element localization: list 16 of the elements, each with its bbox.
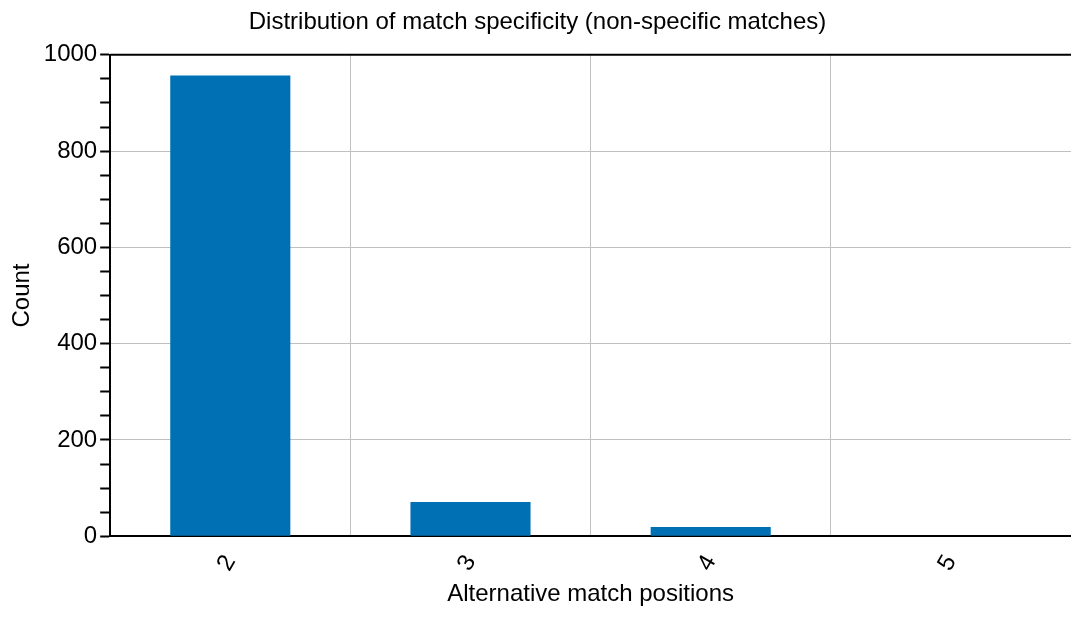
y-tick-label: 400: [57, 328, 98, 356]
x-tick-label: 5: [930, 549, 961, 575]
x-tick-label: 4: [690, 549, 721, 575]
x-tick-label: 2: [210, 549, 241, 575]
y-tick-label: 800: [57, 135, 98, 163]
y-axis-title: Count: [7, 263, 35, 328]
x-tick-label: 3: [450, 549, 481, 575]
y-tick-label: 1000: [43, 39, 98, 67]
bar: [650, 527, 771, 536]
bar: [410, 502, 531, 536]
x-axis-title: Alternative match positions: [447, 579, 734, 607]
y-tick-label: 0: [83, 520, 98, 548]
y-tick-label: 600: [57, 232, 98, 259]
chart-title: Distribution of match specificity (non-specific matches): [248, 7, 827, 35]
bar: [170, 75, 291, 536]
y-tick-label: 200: [57, 424, 98, 452]
